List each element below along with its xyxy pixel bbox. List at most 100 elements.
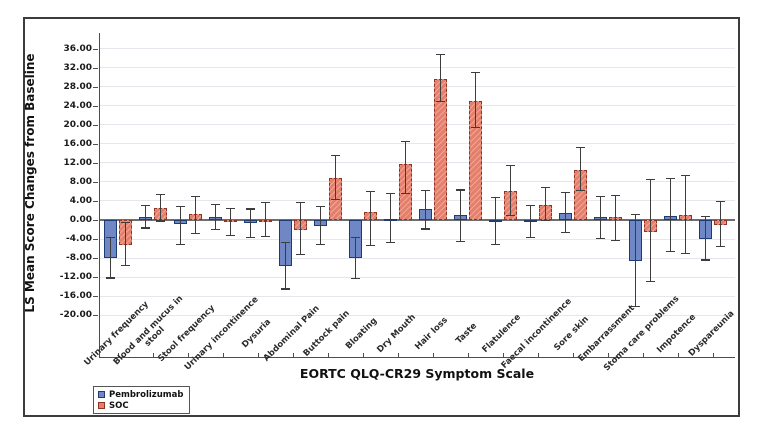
error-bar-cap-bottom — [350, 277, 360, 280]
error-bar-cap-bottom — [630, 306, 640, 308]
error-bar-line — [354, 237, 356, 279]
error-bar-cap-top — [105, 237, 115, 239]
y-tick-mark — [93, 181, 98, 183]
error-bar-line — [404, 141, 406, 194]
error-bar-cap-top — [610, 194, 620, 196]
error-bar-cap-top — [385, 193, 395, 195]
error-bar-cap-top — [295, 201, 305, 203]
error-bar-line — [579, 147, 581, 191]
y-tick-mark — [93, 67, 98, 69]
error-bar-cap-top — [540, 186, 550, 188]
error-bar-cap-bottom — [400, 192, 410, 194]
bar-soc — [433, 79, 447, 220]
y-tick-mark — [93, 277, 98, 279]
y-tick-label: 36.00 — [63, 43, 92, 54]
error-bar-line — [649, 179, 651, 282]
error-bar-cap-top — [435, 54, 445, 56]
error-bar-cap-top — [420, 189, 430, 192]
error-bar-cap-top — [630, 213, 640, 215]
gridline — [100, 143, 735, 145]
error-bar-cap-top — [155, 194, 165, 196]
y-tick-label: -12.00 — [59, 272, 92, 283]
error-bar-cap-top — [560, 192, 570, 194]
error-bar-cap-bottom — [385, 242, 395, 244]
error-bar-cap-bottom — [190, 232, 200, 234]
error-bar-line — [264, 202, 266, 237]
x-tick-mark — [152, 353, 154, 358]
x-tick-mark — [292, 353, 294, 358]
error-bar-line — [424, 190, 426, 230]
error-bar-cap-bottom — [700, 259, 710, 261]
error-bar-line — [369, 191, 371, 246]
error-bar-line — [299, 202, 301, 255]
error-bar-cap-top — [680, 174, 690, 176]
error-bar-cap-top — [350, 236, 360, 238]
y-tick-mark — [93, 315, 98, 317]
y-tick-label: 12.00 — [63, 157, 92, 168]
error-bar-line — [109, 237, 111, 279]
y-tick-label: 0.00 — [69, 215, 92, 225]
error-bar-cap-bottom — [435, 100, 445, 103]
error-bar-line — [439, 54, 441, 102]
y-tick-mark — [93, 48, 98, 50]
gridline — [100, 276, 735, 278]
error-bar-cap-top — [455, 189, 465, 191]
error-bar-cap-bottom — [140, 227, 150, 229]
error-bar-line — [509, 165, 511, 216]
error-bar-cap-top — [525, 205, 535, 207]
error-bar-cap-bottom — [560, 232, 570, 234]
error-bar-cap-bottom — [315, 244, 325, 246]
error-bar-cap-top — [245, 208, 255, 210]
error-bar-cap-top — [120, 221, 130, 223]
zero-baseline — [100, 219, 735, 221]
legend-label-soc: SOC — [109, 400, 129, 411]
y-tick-mark — [93, 296, 98, 298]
x-tick-mark — [362, 353, 364, 358]
bar-soc — [573, 170, 587, 220]
error-bar-line — [704, 216, 706, 260]
plot-area — [99, 33, 735, 358]
error-bar-cap-bottom — [295, 254, 305, 256]
error-bar-line — [564, 192, 566, 233]
error-bar-cap-bottom — [595, 237, 605, 240]
x-tick-mark — [257, 353, 259, 358]
x-tick-mark — [642, 353, 644, 358]
error-bar-line — [494, 197, 496, 245]
error-bar-cap-bottom — [680, 253, 690, 255]
y-tick-label: 32.00 — [63, 62, 92, 73]
y-tick-label: 20.00 — [63, 119, 92, 130]
error-bar-cap-top — [700, 215, 710, 217]
error-bar-cap-top — [505, 165, 515, 167]
y-tick-mark — [93, 86, 98, 88]
y-tick-label: -16.00 — [59, 291, 92, 302]
error-bar-cap-bottom — [365, 245, 375, 247]
x-tick-mark — [712, 353, 714, 358]
error-bar-cap-top — [665, 177, 675, 179]
x-tick-mark — [117, 353, 119, 358]
error-bar-line — [614, 195, 616, 241]
gridline — [100, 181, 735, 183]
error-bar-cap-bottom — [575, 189, 585, 192]
error-bar-cap-bottom — [280, 288, 290, 290]
error-bar-cap-bottom — [225, 235, 235, 237]
error-bar-cap-bottom — [120, 265, 130, 267]
y-tick-mark — [93, 124, 98, 126]
error-bar-cap-top — [260, 201, 270, 203]
error-bar-line — [684, 175, 686, 254]
error-bar-cap-top — [715, 201, 725, 203]
gridline — [100, 200, 735, 202]
error-bar-cap-bottom — [330, 198, 340, 201]
error-bar-cap-bottom — [155, 220, 165, 222]
error-bar-cap-bottom — [490, 243, 500, 245]
legend-swatch-pembrolizumab — [98, 391, 105, 398]
x-tick-mark — [327, 353, 329, 358]
error-bar-cap-bottom — [505, 215, 515, 217]
y-tick-mark — [93, 258, 98, 260]
gridline — [100, 86, 735, 88]
x-tick-mark — [187, 353, 189, 358]
y-tick-mark — [93, 239, 98, 241]
error-bar-cap-top — [470, 71, 480, 74]
y-tick-mark — [93, 105, 98, 107]
error-bar-line — [389, 193, 391, 243]
